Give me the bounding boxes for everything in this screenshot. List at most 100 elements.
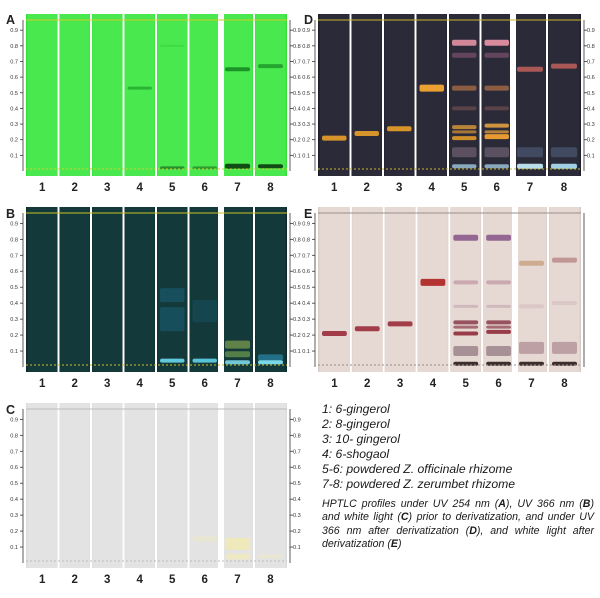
band-b-lane7-6 — [225, 351, 250, 358]
rf-tick-label-left-e: 0.8 — [302, 237, 310, 243]
plate-separator-c — [218, 403, 224, 568]
lane-gap-b — [187, 207, 190, 372]
lane-number-a-1: 1 — [39, 182, 46, 194]
rf-tick-label-right-c: 0.2 — [293, 529, 301, 535]
lane-e-1 — [319, 207, 350, 372]
lane-gap-d — [479, 14, 482, 176]
lane-e-6 — [483, 207, 514, 372]
rf-tick-label-right-c: 0.8 — [293, 433, 301, 439]
rf-tick-label-right-d: 0.2 — [587, 138, 595, 144]
rf-tick-label-right-c: 0.1 — [293, 545, 301, 551]
band-b-lane6-3 — [192, 300, 217, 323]
legend-item-5-6: 5-6: powdered Z. officinale rhizome — [322, 462, 513, 476]
rf-tick-label-right-c: 0.7 — [293, 449, 301, 455]
lane-a-8 — [255, 14, 286, 176]
caption-letter-a: A — [498, 498, 506, 510]
band-d-lane8-26 — [551, 147, 577, 158]
lane-gap-a — [155, 14, 157, 176]
plate-separator-b — [218, 207, 224, 372]
lane-gap-e — [382, 207, 385, 372]
rf-tick-label-right-a: 0.6 — [293, 75, 301, 81]
lane-b-8 — [255, 207, 286, 372]
rf-tick-label-right-b: 0.4 — [293, 301, 301, 307]
lane-a-2 — [60, 14, 90, 176]
band-e-lane6-16 — [486, 325, 511, 329]
band-d-lane6-18 — [484, 130, 509, 134]
band-d-lane5-11 — [452, 147, 477, 158]
rf-tick-label-right-d: 0.9 — [587, 28, 595, 34]
lane-number-c-6: 6 — [202, 574, 208, 586]
lane-gap-d — [349, 14, 352, 176]
lane-gap-a — [187, 14, 190, 176]
lane-gap-d — [382, 14, 384, 176]
band-b-lane7-5 — [225, 340, 250, 349]
lane-number-e-1: 1 — [331, 378, 338, 390]
plate-separator-e — [512, 207, 518, 372]
rf-tick-label-right-a: 0.4 — [293, 106, 301, 112]
rf-tick-label-left-b: 0.2 — [10, 333, 18, 339]
lane-number-e-8: 8 — [561, 378, 568, 390]
lane-number-d-8: 8 — [561, 182, 568, 194]
band-d-lane5-10 — [452, 136, 477, 141]
lane-number-a-2: 2 — [72, 182, 78, 194]
band-e-lane8-25 — [552, 301, 577, 306]
lane-d-4 — [417, 14, 447, 176]
rf-tick-label-left-b: 0.6 — [10, 269, 18, 275]
lane-number-d-4: 4 — [429, 182, 436, 194]
rf-tick-label-right-b: 0.1 — [293, 349, 301, 355]
legend-item-4: 4: 6-shogaol — [322, 447, 390, 461]
lane-d-2 — [352, 14, 382, 176]
band-b-lane6-4 — [192, 358, 217, 363]
lane-gap-c — [122, 403, 125, 568]
rf-tick-label-right-a: 0.3 — [293, 122, 301, 128]
lane-a-1 — [27, 14, 57, 176]
band-d-lane5-7 — [452, 106, 477, 111]
rf-tick-label-right-a: 0.1 — [293, 153, 301, 159]
band-e-lane5-10 — [453, 346, 479, 357]
rf-tick-label-left-b: 0.1 — [10, 349, 18, 355]
lane-gap-a — [253, 14, 255, 176]
legend: 1: 6-gingerol 2: 8-gingerol 3: 10- ginge… — [322, 402, 594, 552]
lane-number-b-6: 6 — [202, 378, 208, 390]
lane-number-a-8: 8 — [267, 182, 274, 194]
lane-gap-c — [90, 403, 92, 568]
band-e-lane6-15 — [486, 320, 511, 325]
band-d-lane6-17 — [484, 123, 509, 128]
band-d-lane5-9 — [452, 130, 477, 134]
caption-letter-d: D — [469, 524, 477, 537]
band-d-lane5-5 — [452, 52, 477, 58]
lane-number-e-3: 3 — [397, 378, 403, 390]
lane-gap-e — [547, 207, 549, 372]
band-d-lane7-24 — [517, 163, 543, 169]
band-b-lane8-9 — [258, 360, 283, 365]
lane-e-3 — [385, 207, 415, 372]
rf-tick-label-left-e: 0.6 — [302, 269, 310, 275]
lane-c-8 — [255, 403, 286, 568]
lane-c-4 — [125, 403, 155, 568]
lane-number-c-5: 5 — [169, 574, 176, 586]
lane-number-b-1: 1 — [39, 378, 46, 390]
lane-a-5 — [157, 14, 187, 176]
rf-tick-label-left-d: 0.3 — [302, 122, 310, 128]
band-d-lane6-13 — [484, 39, 509, 46]
band-e-lane5-4 — [453, 234, 479, 241]
lane-e-4 — [418, 207, 448, 372]
lane-gap-b — [90, 207, 92, 372]
rf-tick-label-left-b: 0.4 — [10, 301, 18, 307]
band-e-lane5-6 — [453, 304, 479, 308]
rf-tick-label-right-b: 0.9 — [293, 221, 301, 227]
rf-tick-label-left-e: 0.5 — [302, 285, 310, 291]
rf-tick-label-left-a: 0.5 — [10, 91, 18, 97]
lane-gap-b — [155, 207, 157, 372]
band-c-lane7-2 — [225, 553, 250, 560]
rf-tick-label-right-d: 0.1 — [587, 153, 595, 159]
rf-tick-label-left-b: 0.7 — [10, 253, 18, 259]
caption-letter-c: C — [400, 511, 409, 524]
rf-tick-label-right-b: 0.3 — [293, 317, 301, 323]
band-e-lane7-20 — [519, 260, 544, 266]
lane-gap-e — [448, 207, 451, 372]
caption-part: ) — [397, 538, 402, 551]
panel-letter-b: B — [6, 207, 15, 221]
lane-c-6 — [190, 403, 220, 568]
